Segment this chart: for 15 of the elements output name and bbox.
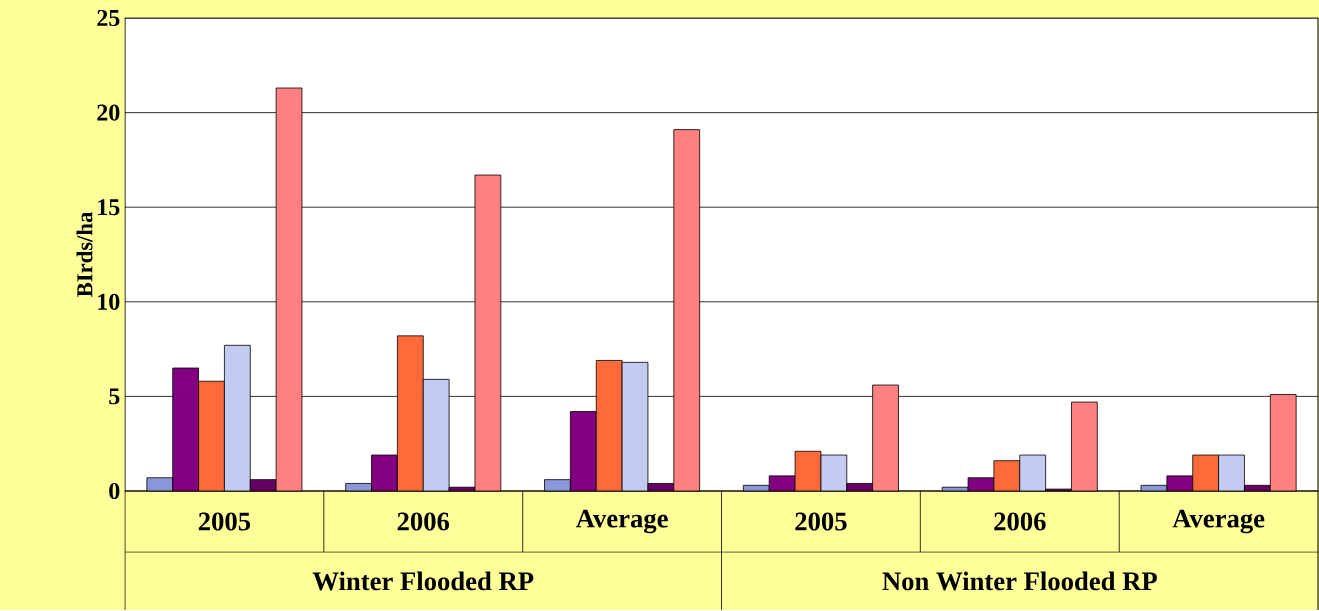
y-tick-label: 0 [109,483,120,500]
x-tick-label: 2005 [198,512,251,531]
y-tick-label: 20 [97,104,120,121]
x-tick-label: 2006 [994,512,1046,531]
y-tick-label: 5 [109,388,120,405]
y-tick-label: 10 [98,293,120,311]
x-tick-label: 2006 [397,512,450,531]
x-tick-label: Average [575,509,668,534]
text: Non Winter Flooded RP [882,571,1157,591]
y-axis-title: BIrds/ha [76,212,93,298]
x-tick-label: Average [1172,509,1265,534]
y-tick-label: 25 [97,10,120,27]
y-tick-label: 15 [98,199,120,216]
x-tick-label: 2005 [795,512,847,531]
text: Winter Flooded RP [312,571,534,591]
